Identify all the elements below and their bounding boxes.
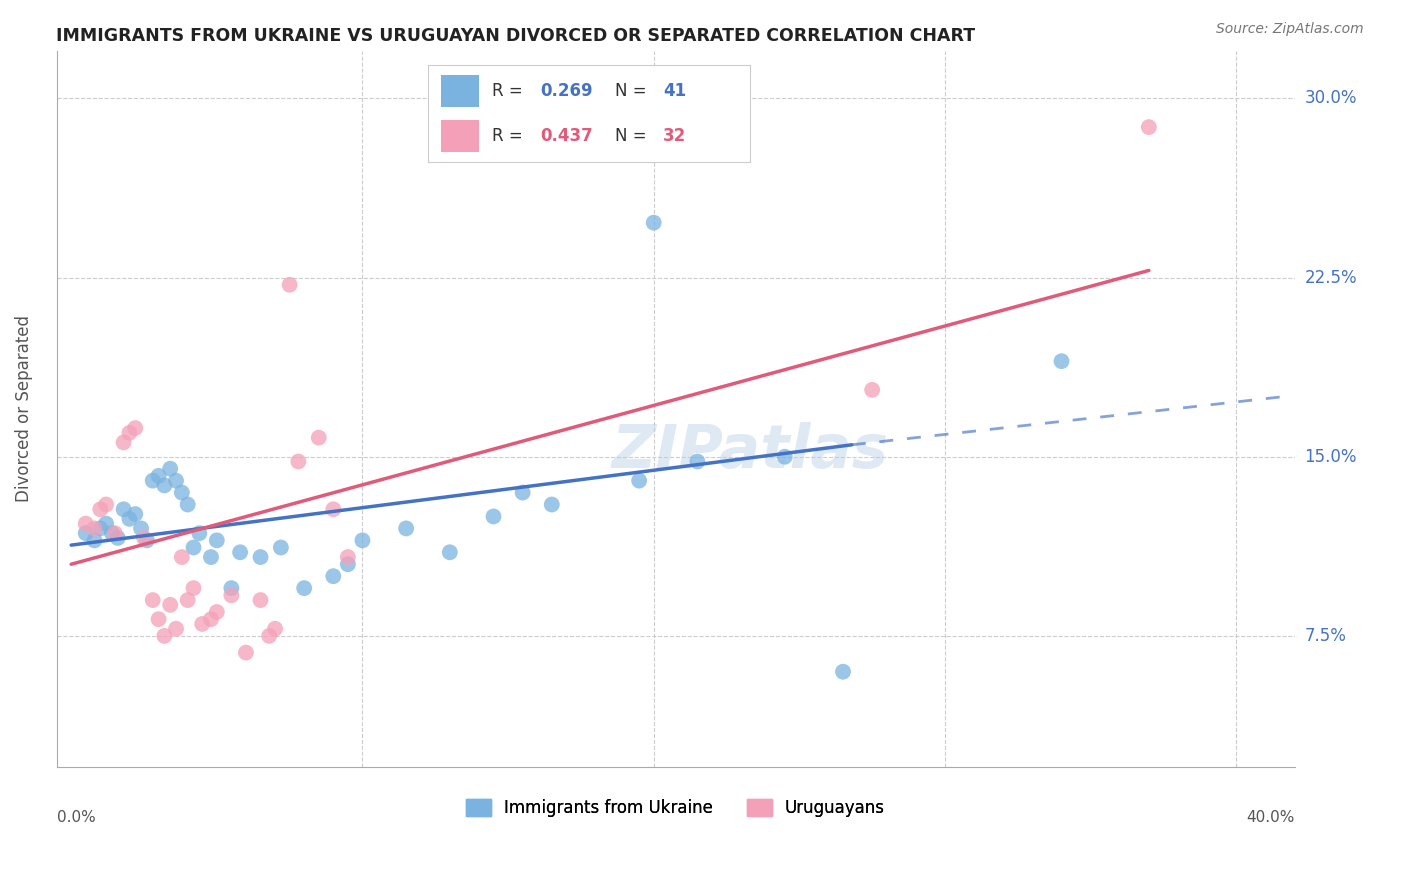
Point [292,581,315,595]
Point [118,512,141,526]
Text: 40.0%: 40.0% [1246,810,1295,825]
Point [200,612,222,626]
Point [183,541,205,555]
Point [101,526,124,541]
Point [336,550,359,565]
Text: 15.0%: 15.0% [1305,448,1357,466]
Text: IMMIGRANTS FROM UKRAINE VS URUGUAYAN DIVORCED OR SEPARATED CORRELATION CHART: IMMIGRANTS FROM UKRAINE VS URUGUAYAN DIV… [56,27,976,45]
Point [129,521,152,535]
Point [188,526,211,541]
Point [540,498,562,512]
Point [249,593,271,607]
Point [308,431,330,445]
Point [643,216,665,230]
Point [124,421,146,435]
Point [270,541,292,555]
Point [352,533,374,548]
Point [142,593,165,607]
Point [107,531,129,545]
Point [124,507,146,521]
Point [176,593,198,607]
Point [148,612,170,626]
Point [1050,354,1073,368]
Point [132,531,155,545]
Point [278,277,301,292]
Point [142,474,165,488]
Point [94,498,117,512]
Point [439,545,461,559]
Point [170,550,193,565]
Point [482,509,505,524]
Point [89,521,111,535]
Point [686,454,709,468]
Point [83,533,105,548]
Legend: Immigrants from Ukraine, Uruguayans: Immigrants from Ukraine, Uruguayans [460,792,891,823]
Point [200,550,222,565]
Point [322,502,344,516]
Y-axis label: Divorced or Separated: Divorced or Separated [15,316,32,502]
Point [75,526,97,541]
Point [229,545,252,559]
Point [153,629,176,643]
Point [205,533,228,548]
Point [153,478,176,492]
Point [1137,120,1160,135]
Point [205,605,228,619]
Point [112,502,135,516]
Point [860,383,883,397]
Point [94,516,117,531]
Text: 7.5%: 7.5% [1305,627,1347,645]
Point [148,468,170,483]
Point [165,622,187,636]
Point [628,474,651,488]
Point [287,454,309,468]
Point [112,435,135,450]
Point [176,498,198,512]
Point [135,533,157,548]
Text: 0.0%: 0.0% [56,810,96,825]
Text: ZIPatlas: ZIPatlas [612,423,889,482]
Point [336,558,359,572]
Point [191,616,214,631]
Point [75,516,97,531]
Point [89,502,111,516]
Point [159,598,181,612]
Point [221,588,243,602]
Point [183,581,205,595]
Point [512,485,534,500]
Text: Source: ZipAtlas.com: Source: ZipAtlas.com [1216,22,1364,37]
Point [257,629,280,643]
Point [322,569,344,583]
Point [773,450,796,464]
Text: 22.5%: 22.5% [1305,268,1357,286]
Point [832,665,855,679]
Point [104,526,127,541]
Point [249,550,271,565]
Point [118,425,141,440]
Point [395,521,418,535]
Point [159,461,181,475]
Text: 30.0%: 30.0% [1305,89,1357,107]
Point [235,646,257,660]
Point [264,622,287,636]
Point [221,581,243,595]
Point [83,521,105,535]
Point [170,485,193,500]
Point [165,474,187,488]
